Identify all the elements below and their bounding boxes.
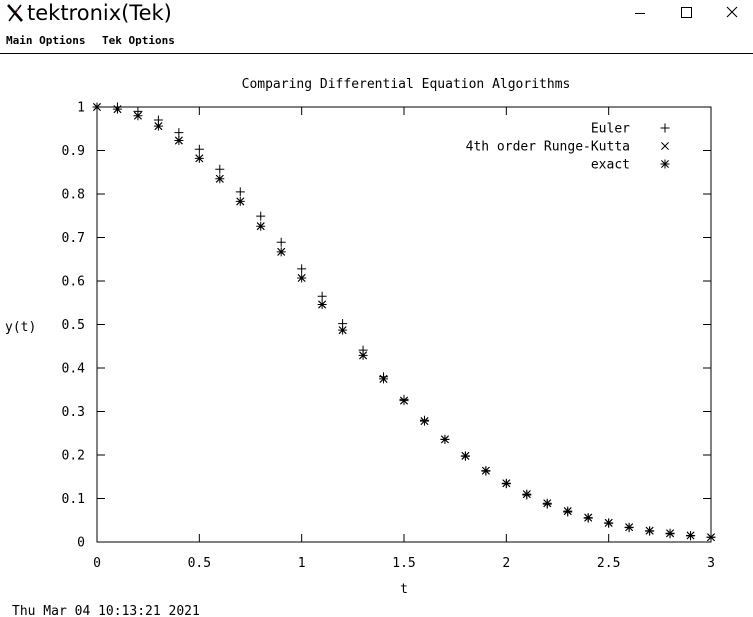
maximize-icon xyxy=(681,7,692,18)
series-star xyxy=(92,102,716,542)
x-tick-label: 1.5 xyxy=(392,556,415,571)
data-point-star xyxy=(706,532,716,542)
data-point-star xyxy=(481,466,491,476)
legend-marker-cross xyxy=(661,142,669,150)
data-point-star xyxy=(112,104,122,114)
y-tick-label: 0.4 xyxy=(62,362,86,377)
y-tick-label: 0.8 xyxy=(62,188,85,203)
legend-label: Euler xyxy=(591,122,630,137)
menu-tek-options[interactable]: Tek Options xyxy=(102,34,175,47)
x-tick-label: 1 xyxy=(298,556,306,571)
data-point-star xyxy=(379,374,389,384)
data-point-star xyxy=(583,513,593,523)
data-point-star xyxy=(297,273,307,283)
data-point-star xyxy=(133,111,143,121)
x-axis-label: t xyxy=(400,582,408,597)
data-point-star xyxy=(604,518,614,528)
timestamp: Thu Mar 04 10:13:21 2021 xyxy=(12,604,200,617)
y-tick-label: 0.5 xyxy=(62,318,85,333)
menu-bar: Main Options Tek Options xyxy=(0,31,753,54)
minimize-icon xyxy=(635,13,645,14)
data-point-star xyxy=(153,121,163,131)
y-tick-label: 0.2 xyxy=(62,449,85,464)
window-title: tektronix(Tek) xyxy=(27,1,172,25)
y-tick-label: 1 xyxy=(77,101,85,116)
data-point-plus xyxy=(297,264,307,274)
legend-marker-plus xyxy=(660,123,670,133)
close-icon xyxy=(726,6,738,18)
window-titlebar: tektronix(Tek) xyxy=(0,0,753,28)
data-point-plus xyxy=(276,237,286,247)
data-point-star xyxy=(276,247,286,257)
x-tick-label: 3 xyxy=(707,556,715,571)
y-tick-label: 0 xyxy=(77,536,85,551)
chart-title: Comparing Differential Equation Algorith… xyxy=(242,77,571,92)
data-point-star xyxy=(174,135,184,145)
y-tick-label: 0.6 xyxy=(62,275,85,290)
data-point-plus xyxy=(174,128,184,138)
menu-main-options[interactable]: Main Options xyxy=(6,34,86,47)
x-tick-label: 0 xyxy=(93,556,101,571)
maximize-button[interactable] xyxy=(663,0,709,28)
data-point-star xyxy=(399,396,409,406)
data-point-star xyxy=(235,196,245,206)
y-tick-label: 0.3 xyxy=(62,405,85,420)
data-point-star xyxy=(542,498,552,508)
data-point-star xyxy=(624,522,634,532)
data-point-star xyxy=(317,299,327,309)
data-point-star xyxy=(194,153,204,163)
legend-label: 4th order Runge-Kutta xyxy=(466,140,630,155)
x-tick-label: 2 xyxy=(502,556,510,571)
data-point-plus xyxy=(235,187,245,197)
data-point-plus xyxy=(317,291,327,301)
data-point-star xyxy=(522,489,532,499)
legend-label: exact xyxy=(591,158,630,173)
data-point-star xyxy=(665,528,675,538)
data-point-star xyxy=(92,102,102,112)
legend-marker-star xyxy=(660,159,670,169)
x-icon xyxy=(7,4,23,22)
x-tick-label: 0.5 xyxy=(188,556,211,571)
data-point-plus xyxy=(194,144,204,154)
data-point-star xyxy=(419,416,429,426)
data-point-star xyxy=(338,325,348,335)
y-tick-label: 0.9 xyxy=(62,144,85,159)
plot-area: Euler 4th order Runge-Kutta exact 0 0.1 0.2 0… xyxy=(0,54,753,617)
chart: Euler 4th order Runge-Kutta exact 0 0.1 0.2 0… xyxy=(5,77,716,617)
y-tick-label: 0.7 xyxy=(62,231,85,246)
data-point-plus xyxy=(215,164,225,174)
data-point-star xyxy=(645,526,655,536)
data-point-star xyxy=(215,174,225,184)
data-point-star xyxy=(563,506,573,516)
data-point-star xyxy=(256,221,266,231)
data-point-star xyxy=(501,478,511,488)
data-point-star xyxy=(686,530,696,540)
data-point-star xyxy=(358,350,368,360)
close-button[interactable] xyxy=(708,0,753,28)
x-tick-label: 2.5 xyxy=(597,556,620,571)
data-point-star xyxy=(460,451,470,461)
data-point-plus xyxy=(256,211,266,221)
y-tick-label: 0.1 xyxy=(62,492,85,507)
data-point-star xyxy=(440,434,450,444)
y-axis-label: y(t) xyxy=(5,320,36,335)
minimize-button[interactable] xyxy=(617,0,663,28)
